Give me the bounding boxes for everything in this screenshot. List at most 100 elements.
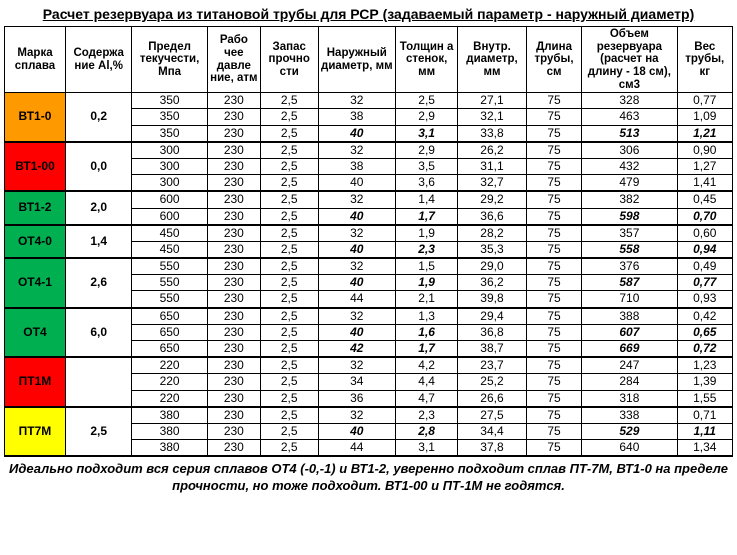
data-cell: 0,70 bbox=[677, 208, 733, 225]
data-cell: 23,7 bbox=[458, 357, 527, 374]
data-cell: 338 bbox=[582, 407, 677, 424]
data-cell: 2,5 bbox=[260, 225, 318, 242]
data-cell: 40 bbox=[318, 208, 396, 225]
col-header: Предел текучести, Мпа bbox=[132, 27, 207, 93]
data-cell: 2,5 bbox=[260, 407, 318, 424]
data-cell: 300 bbox=[132, 142, 207, 159]
table-row: ВТ1-000,03002302,5322,926,2753060,90 bbox=[5, 142, 733, 159]
data-cell: 32 bbox=[318, 258, 396, 275]
data-cell: 1,3 bbox=[396, 308, 458, 325]
col-header: Марка сплава bbox=[5, 27, 66, 93]
data-cell: 2,5 bbox=[260, 275, 318, 291]
data-cell: 650 bbox=[132, 324, 207, 340]
data-cell: 1,6 bbox=[396, 324, 458, 340]
data-cell: 2,5 bbox=[260, 241, 318, 258]
data-cell: 2,5 bbox=[260, 341, 318, 358]
table-row: ВТ1-00,23502302,5322,527,1753280,77 bbox=[5, 93, 733, 109]
data-cell: 2,1 bbox=[396, 291, 458, 308]
data-cell: 2,5 bbox=[260, 291, 318, 308]
data-cell: 31,1 bbox=[458, 158, 527, 174]
data-cell: 230 bbox=[207, 324, 260, 340]
data-cell: 230 bbox=[207, 440, 260, 457]
data-cell: 40 bbox=[318, 125, 396, 142]
data-cell: 463 bbox=[582, 109, 677, 125]
alloy-cell: ВТ1-2 bbox=[5, 191, 66, 224]
data-cell: 550 bbox=[132, 275, 207, 291]
alloy-cell: ПТ1М bbox=[5, 357, 66, 407]
data-cell: 1,9 bbox=[396, 225, 458, 242]
data-cell: 0,60 bbox=[677, 225, 733, 242]
data-cell: 230 bbox=[207, 390, 260, 407]
al-content-cell: 2,5 bbox=[65, 407, 131, 457]
data-cell: 40 bbox=[318, 175, 396, 192]
data-cell: 3,5 bbox=[396, 158, 458, 174]
al-content-cell: 2,0 bbox=[65, 191, 131, 224]
col-header: Содержа ние Al,% bbox=[65, 27, 131, 93]
al-content-cell: 6,0 bbox=[65, 308, 131, 358]
data-cell: 513 bbox=[582, 125, 677, 142]
data-cell: 328 bbox=[582, 93, 677, 109]
data-cell: 75 bbox=[526, 125, 581, 142]
data-cell: 75 bbox=[526, 225, 581, 242]
data-cell: 4,2 bbox=[396, 357, 458, 374]
data-cell: 350 bbox=[132, 93, 207, 109]
data-cell: 75 bbox=[526, 258, 581, 275]
data-cell: 2,5 bbox=[260, 158, 318, 174]
data-cell: 4,7 bbox=[396, 390, 458, 407]
data-cell: 306 bbox=[582, 142, 677, 159]
data-cell: 1,5 bbox=[396, 258, 458, 275]
data-cell: 230 bbox=[207, 341, 260, 358]
alloy-cell: ОТ4-0 bbox=[5, 225, 66, 258]
data-cell: 28,2 bbox=[458, 225, 527, 242]
data-cell: 32 bbox=[318, 225, 396, 242]
data-cell: 40 bbox=[318, 324, 396, 340]
data-cell: 75 bbox=[526, 191, 581, 208]
data-cell: 75 bbox=[526, 374, 581, 390]
data-cell: 29,4 bbox=[458, 308, 527, 325]
data-cell: 32 bbox=[318, 93, 396, 109]
data-cell: 2,3 bbox=[396, 407, 458, 424]
data-cell: 318 bbox=[582, 390, 677, 407]
data-cell: 230 bbox=[207, 93, 260, 109]
data-cell: 75 bbox=[526, 208, 581, 225]
data-cell: 2,5 bbox=[260, 208, 318, 225]
data-cell: 40 bbox=[318, 423, 396, 439]
data-cell: 0,49 bbox=[677, 258, 733, 275]
data-cell: 0,72 bbox=[677, 341, 733, 358]
data-cell: 587 bbox=[582, 275, 677, 291]
data-cell: 388 bbox=[582, 308, 677, 325]
data-cell: 230 bbox=[207, 357, 260, 374]
data-cell: 34 bbox=[318, 374, 396, 390]
data-cell: 0,93 bbox=[677, 291, 733, 308]
data-cell: 1,39 bbox=[677, 374, 733, 390]
data-cell: 479 bbox=[582, 175, 677, 192]
data-cell: 1,9 bbox=[396, 275, 458, 291]
data-cell: 710 bbox=[582, 291, 677, 308]
footer-note: Идеально подходит вся серия сплавов ОТ4 … bbox=[4, 461, 733, 494]
col-header: Рабо чее давле ние, атм bbox=[207, 27, 260, 93]
col-header: Объем резервуара (расчет на длину - 18 с… bbox=[582, 27, 677, 93]
data-cell: 33,8 bbox=[458, 125, 527, 142]
data-cell: 40 bbox=[318, 275, 396, 291]
data-cell: 432 bbox=[582, 158, 677, 174]
data-cell: 36,6 bbox=[458, 208, 527, 225]
data-cell: 600 bbox=[132, 191, 207, 208]
alloy-cell: ВТ1-00 bbox=[5, 142, 66, 192]
data-cell: 380 bbox=[132, 423, 207, 439]
data-cell: 75 bbox=[526, 93, 581, 109]
data-cell: 640 bbox=[582, 440, 677, 457]
data-cell: 75 bbox=[526, 158, 581, 174]
data-cell: 25,2 bbox=[458, 374, 527, 390]
data-cell: 1,55 bbox=[677, 390, 733, 407]
data-cell: 38 bbox=[318, 158, 396, 174]
data-cell: 0,77 bbox=[677, 93, 733, 109]
data-cell: 2,5 bbox=[260, 423, 318, 439]
data-cell: 32 bbox=[318, 357, 396, 374]
data-cell: 26,6 bbox=[458, 390, 527, 407]
table-row: ОТ4-01,44502302,5321,928,2753570,60 bbox=[5, 225, 733, 242]
data-cell: 37,8 bbox=[458, 440, 527, 457]
data-cell: 32 bbox=[318, 191, 396, 208]
data-cell: 0,45 bbox=[677, 191, 733, 208]
data-cell: 32 bbox=[318, 308, 396, 325]
data-cell: 2,9 bbox=[396, 142, 458, 159]
